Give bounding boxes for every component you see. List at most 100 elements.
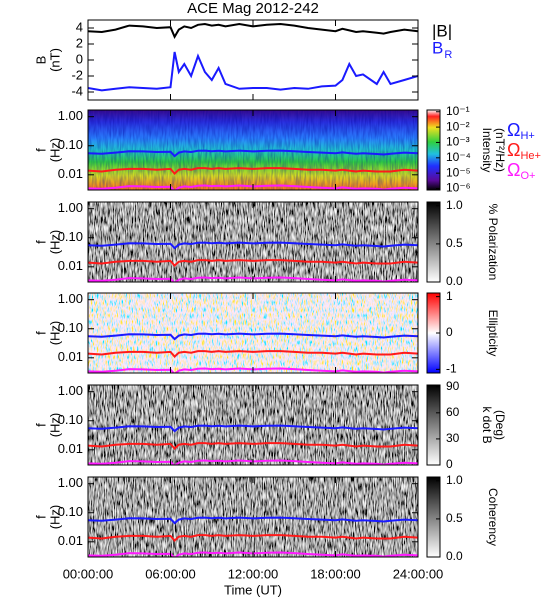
colorbar-tick-label: -1 <box>446 362 457 376</box>
colorbar-tick-label: 1.0 <box>446 198 463 212</box>
x-tick-label: 00:00:00 <box>63 566 114 581</box>
colorbar <box>426 109 441 191</box>
data-line <box>88 22 418 40</box>
data-line <box>88 259 418 268</box>
data-line <box>88 241 418 250</box>
panel <box>88 202 418 282</box>
colorbar-tick-label: 10⁻² <box>446 119 470 133</box>
panel <box>88 293 418 373</box>
colorbar-tick-label: 60 <box>446 405 460 419</box>
colorbar-title: (Deg) <box>493 410 507 440</box>
colorbar-tick-label: 0.0 <box>446 549 463 563</box>
y-axis-title: (Hz) <box>47 138 62 163</box>
spectrogram-image <box>88 202 418 282</box>
panel <box>88 110 418 190</box>
y-tick-label: 0.01 <box>58 258 83 273</box>
data-line <box>88 516 418 525</box>
colorbar-tick-label: 10⁻⁴ <box>446 150 471 164</box>
y-tick-label: 1.00 <box>58 475 83 490</box>
x-tick-label: 18:00:00 <box>310 566 361 581</box>
x-axis-title: Time (UT) <box>224 582 282 597</box>
y-tick-label: 0.10 <box>58 320 83 335</box>
y-axis-title: f <box>33 240 48 244</box>
spectrogram-texture <box>88 110 418 190</box>
y-axis-title: (Hz) <box>47 321 62 346</box>
colorbar-tick-label: 0 <box>446 457 453 471</box>
y-axis-title: (nT) <box>47 48 62 72</box>
legend-subscript: O+ <box>520 170 535 182</box>
x-tick-label: 06:00:00 <box>145 566 196 581</box>
y-axis-title: f <box>33 515 48 519</box>
y-tick-label: 1.00 <box>58 383 83 398</box>
y-tick-label: 0.10 <box>58 137 83 152</box>
y-tick-label: 4 <box>76 19 83 34</box>
data-line <box>88 424 418 433</box>
colorbar-title: Intensity <box>480 128 494 173</box>
data-line <box>88 459 418 465</box>
colorbar-tick-label: 0.5 <box>446 511 463 525</box>
y-tick-label: 0.01 <box>58 533 83 548</box>
colorbar-tick-label: 0.0 <box>446 274 463 288</box>
data-line <box>88 350 418 359</box>
data-line <box>88 332 418 341</box>
spectrogram-image <box>88 293 418 373</box>
legend-label: |B| <box>432 21 452 40</box>
colorbar-title: k dot B <box>480 406 494 443</box>
colorbar-tick-label: 90 <box>446 379 460 393</box>
colorbar-tick-label: 1 <box>446 289 453 303</box>
data-line <box>88 534 418 543</box>
y-tick-label: 0 <box>76 51 83 66</box>
y-tick-label: 0.01 <box>58 349 83 364</box>
spectrogram-image <box>88 385 418 465</box>
colorbar-tick-label: 0 <box>446 325 453 339</box>
y-axis-title: f <box>33 423 48 427</box>
legend-label: Ω <box>507 160 520 180</box>
y-axis-title: (Hz) <box>47 413 62 438</box>
y-tick-label: 0.01 <box>58 166 83 181</box>
colorbar-tick-label: 1.0 <box>446 473 463 487</box>
data-line <box>88 551 418 557</box>
colorbar-title: Ellipticity <box>486 310 500 357</box>
y-axis-title: f <box>33 148 48 152</box>
data-line <box>88 149 418 158</box>
colorbar-title: (nT²/Hz) <box>493 128 507 172</box>
spectrogram-image <box>88 477 418 557</box>
y-tick-label: 0.10 <box>58 229 83 244</box>
colorbar-tick-label: 0.5 <box>446 236 463 250</box>
y-tick-label: 0.10 <box>58 504 83 519</box>
legend-label: Ω <box>507 140 520 160</box>
panel <box>88 22 418 92</box>
y-tick-label: 1.00 <box>58 200 83 215</box>
legend-subscript: H+ <box>520 130 534 142</box>
y-axis-title: B <box>33 56 48 65</box>
data-line <box>88 51 418 92</box>
y-tick-label: 1.00 <box>58 291 83 306</box>
x-tick-label: 24:00:00 <box>393 566 444 581</box>
y-tick-label: 1.00 <box>58 108 83 123</box>
colorbar-title: Coherency <box>486 488 500 546</box>
colorbar <box>426 384 441 466</box>
panel <box>88 385 418 465</box>
y-tick-label: -2 <box>71 67 83 82</box>
data-line <box>88 442 418 451</box>
colorbar-title: % Polarization <box>486 204 500 281</box>
colorbar-tick-label: 10⁻⁵ <box>446 165 471 179</box>
legend-label: B <box>432 38 443 57</box>
panel <box>88 477 418 557</box>
chart-title: ACE Mag 2012-242 <box>187 0 319 17</box>
colorbar <box>426 201 441 283</box>
colorbar-tick-label: 10⁻¹ <box>446 104 470 118</box>
y-tick-label: -4 <box>71 83 83 98</box>
y-axis-title: (Hz) <box>47 230 62 255</box>
x-tick-label: 12:00:00 <box>228 566 279 581</box>
legend-label: Ω <box>507 120 520 140</box>
y-tick-label: 2 <box>76 35 83 50</box>
data-line <box>88 184 418 190</box>
legend-subscript: He+ <box>520 150 541 162</box>
colorbar-tick-label: 10⁻³ <box>446 135 470 149</box>
data-line <box>88 276 418 282</box>
colorbar <box>426 476 441 558</box>
y-axis-title: f <box>33 331 48 335</box>
legend-subscript: R <box>444 49 452 61</box>
